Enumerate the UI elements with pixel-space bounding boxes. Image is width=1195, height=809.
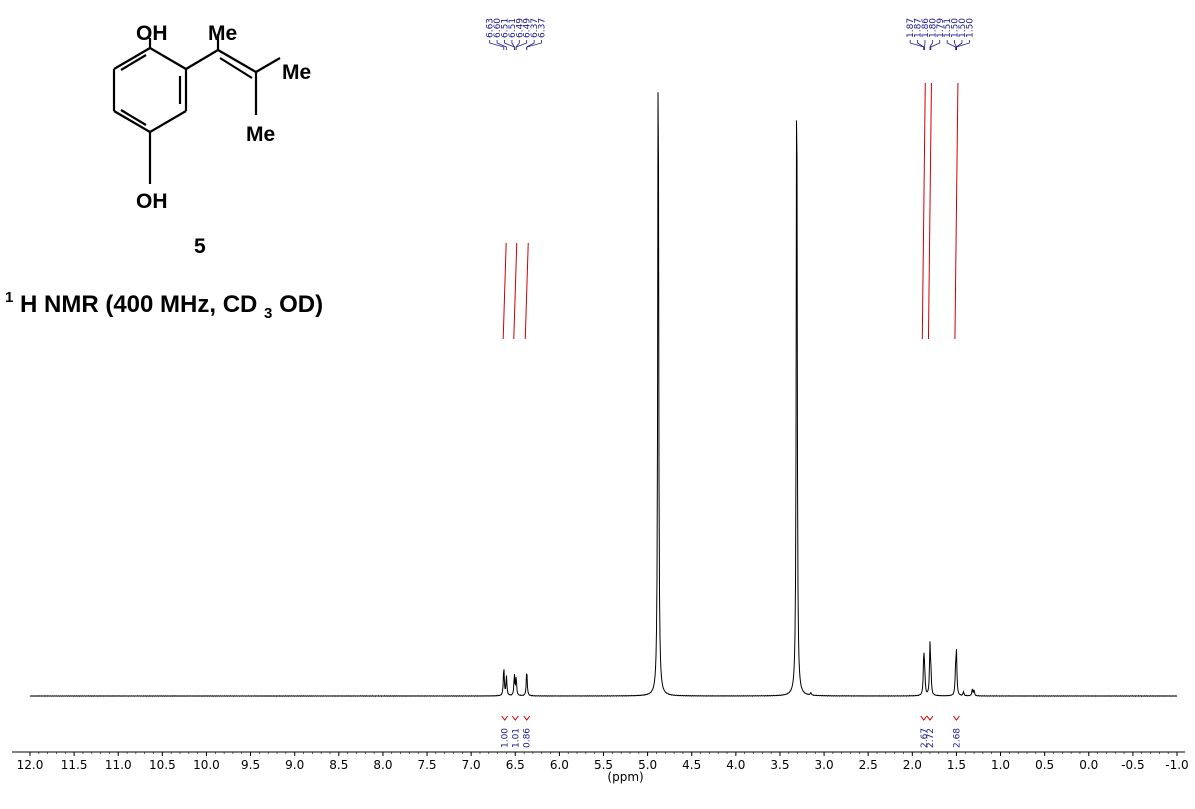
peak-label: 1.79 (936, 18, 946, 38)
integral-labels: 1.00 1.01 0.86 2.672.72 2.68 (501, 715, 962, 748)
peak-connector (515, 40, 528, 50)
x-tick-label: 9.5 (241, 758, 260, 772)
x-axis-title: (ppm) (607, 770, 643, 784)
peak-connector (909, 40, 925, 50)
title-superscript: 1 (5, 289, 13, 306)
integral-marker (501, 715, 509, 721)
peak-connector (526, 40, 542, 50)
x-tick-label: 9.0 (285, 758, 304, 772)
x-tick-label: 6.0 (550, 758, 569, 772)
peak-connector (511, 40, 515, 50)
integral-curve (927, 82, 932, 340)
methyl-label-2: Me (282, 61, 311, 84)
title-end: OD) (279, 291, 323, 318)
oh-bottom-label: OH (136, 190, 168, 213)
integral-curves (502, 82, 959, 340)
x-tick-label: 10.5 (149, 758, 176, 772)
integral-marker (511, 715, 519, 721)
compound-number: 5 (194, 235, 206, 258)
integral-value: 2.68 (952, 728, 962, 748)
integral-marker (920, 715, 928, 721)
x-tick-label: -1.0 (1165, 758, 1188, 772)
peak-connector (956, 40, 970, 50)
x-tick-label: 3.5 (770, 758, 789, 772)
x-tick-label: 2.5 (859, 758, 878, 772)
integral-value: 1.01 (511, 728, 521, 748)
x-tick-label: 6.5 (506, 758, 525, 772)
integral-value: 2.67 (920, 728, 930, 748)
integral-curve (954, 82, 959, 340)
integral-curve (513, 242, 518, 340)
x-tick-label: 5.5 (594, 758, 613, 772)
peak-label: 1.87 (914, 18, 924, 38)
spectrum-line (29, 92, 1178, 697)
x-tick-label: 7.5 (417, 758, 436, 772)
title-main: H NMR (400 MHz, CD (20, 291, 257, 318)
peak-label: 1.86 (921, 18, 931, 38)
x-tick-label: 11.5 (61, 758, 88, 772)
x-tick-label: 0.0 (1079, 758, 1098, 772)
integral-value: 2.72 (926, 728, 936, 748)
peak-connector (496, 40, 507, 50)
integral-marker (953, 715, 960, 721)
peak-connector (917, 40, 925, 50)
integral-curve (921, 82, 926, 340)
peak-label: 1.50 (965, 18, 975, 38)
peak-label: 1.50 (951, 18, 961, 38)
x-tick-label: 1.5 (947, 758, 966, 772)
peak-label: 6.49 (523, 18, 533, 38)
x-tick-label: 0.5 (1035, 758, 1054, 772)
peak-label: 1.51 (943, 18, 953, 38)
x-tick-label: 10.0 (193, 758, 220, 772)
peak-label: 6.37 (530, 18, 540, 38)
peak-connector (946, 40, 956, 50)
integral-value: 1.00 (501, 728, 511, 748)
peak-connector (515, 40, 520, 50)
peak-label: 1.50 (958, 18, 968, 38)
integral-curve (502, 242, 507, 340)
peak-label: 6.63 (486, 18, 496, 38)
peak-label: 6.51 (508, 18, 518, 38)
peak-label: 1.87 (906, 18, 916, 38)
chart-title: 1 H NMR (400 MHz, CD 3 OD) (5, 281, 323, 324)
peak-label: 6.60 (493, 18, 503, 38)
x-tick-label: -0.5 (1121, 758, 1144, 772)
methyl-label-1: Me (208, 22, 237, 45)
x-tick-label: 4.0 (726, 758, 745, 772)
x-tick-label: 7.0 (462, 758, 481, 772)
integral-curve (524, 242, 529, 340)
title-subscript: 3 (264, 305, 272, 322)
peak-connector (930, 40, 941, 50)
x-tick-label: 8.0 (373, 758, 392, 772)
x-tick-label: 12.0 (17, 758, 44, 772)
x-tick-label: 2.0 (903, 758, 922, 772)
x-tick-label: 5.0 (638, 758, 657, 772)
peak-connector (489, 40, 505, 50)
peak-label: 6.51 (501, 18, 511, 38)
spectrum-trace (29, 92, 1178, 697)
x-tick-label: 8.5 (329, 758, 348, 772)
x-tick-label: 4.5 (682, 758, 701, 772)
integral-marker (523, 715, 531, 721)
peak-labels: 6.636.606.516.516.496.496.376.37 1.871.87… (486, 18, 975, 50)
integral-marker (926, 715, 934, 721)
x-tick-label: 3.0 (815, 758, 834, 772)
integral-value: 0.86 (523, 728, 533, 748)
peak-label: 1.80 (928, 18, 938, 38)
x-axis: 12.0 11.5 11.0 10.5 10.0 9.5 9.0 8.5 8.0 7.5 7.0 6.… (12, 751, 1189, 772)
methyl-label-3: Me (246, 123, 275, 146)
x-tick-label: 1.0 (991, 758, 1010, 772)
peak-label: 6.37 (538, 18, 548, 38)
peak-connector (929, 40, 933, 50)
molecule-structure: OH Me Me Me OH 5 (112, 22, 311, 258)
oh-top-label: OH (136, 22, 168, 45)
peak-connector (956, 40, 963, 50)
x-tick-label: 11.0 (105, 758, 132, 772)
peak-label: 6.49 (515, 18, 525, 38)
